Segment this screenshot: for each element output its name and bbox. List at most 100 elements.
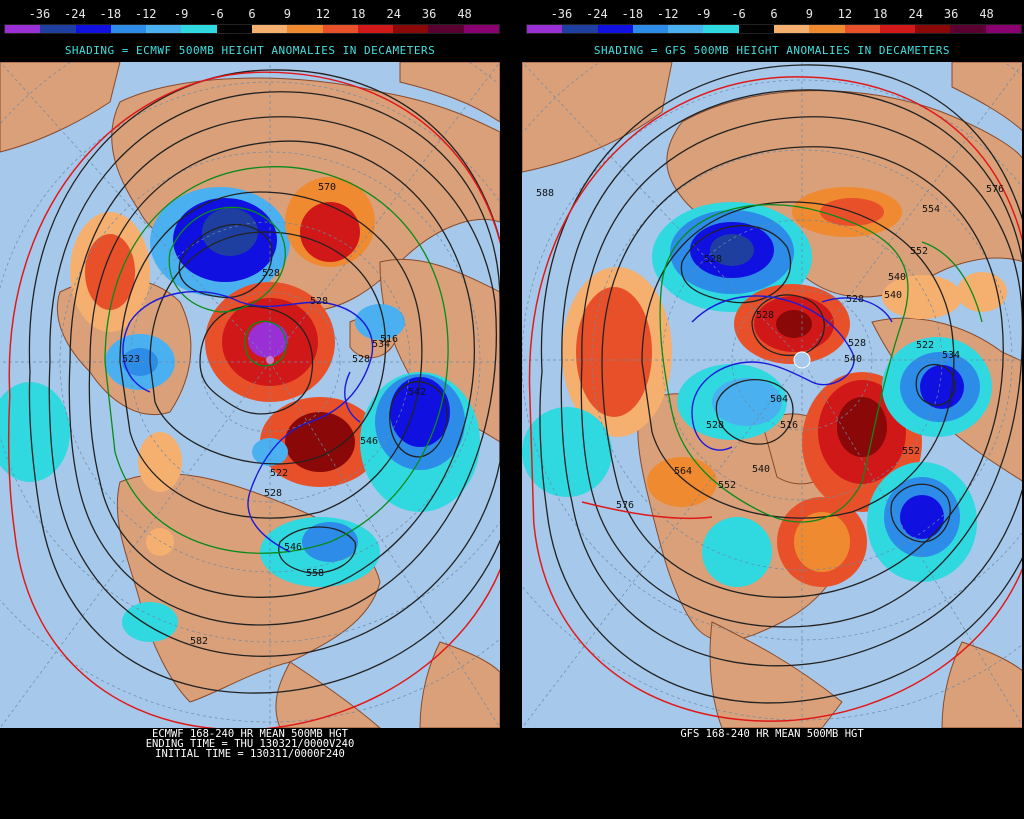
scale-swatch [773,25,810,33]
scale-label: -18 [99,7,122,21]
scale-swatch [632,25,669,33]
ecmwf-footer: ECMWF 168-240 HR MEAN 500MB HGT ENDING T… [0,728,500,760]
scale-swatch [950,25,986,33]
scale-label: -36 [550,7,573,21]
scale-swatch [463,25,499,33]
gfs-map: 588 576 554 552 540 540 528 528 528 522 528 504 516 5… [522,62,1022,728]
contour-label: 528 [704,254,722,265]
scale-swatch [915,25,951,33]
panel-divider [500,0,522,819]
contour-label: 534 [372,339,390,350]
footer-line: GFS 168-240 HR MEAN 500MB HGT [680,728,864,740]
contour-label: 570 [318,182,336,193]
scale-label: 6 [248,7,256,21]
anomaly-shading [522,187,1007,587]
scale-swatch [216,25,252,33]
contour-label: 523 [122,354,140,365]
contour-label: 528 [848,338,866,349]
contour-label: 564 [674,466,692,477]
footer-line: ECMWF 168-240 HR MEAN 500MB HGT [152,728,348,740]
footer-line: ENDING TIME = THU 130321/0000V240 [145,738,355,750]
contour-label: 540 [752,464,770,475]
scale-swatch [562,25,598,33]
scale-label: -12 [656,7,679,21]
contour-label: 516 [780,420,798,431]
scale-swatch [597,25,633,33]
scale-label: 48 [457,7,472,21]
contour-label: 516 [380,334,398,345]
scale-swatch [428,25,464,33]
scale-swatch [110,25,147,33]
scale-label: -36 [28,7,51,21]
gfs-map-svg: 588 576 554 552 540 540 528 528 528 522 528 504 516 5… [522,62,1022,728]
contour-label: 552 [910,246,928,257]
green-contours [659,204,983,523]
scale-label: 48 [979,7,994,21]
red-contours [7,71,500,728]
pole-marker [793,351,811,369]
scale-label: 36 [943,7,959,21]
ecmwf-map-svg: 570 528 528 528 516 546 522 528 546 558 523 582 534 5… [0,62,500,728]
scale-labels: -36 -24 -18 -12 -9 -6 6 9 12 18 24 36 48 [4,7,500,21]
scale-label: 12 [837,7,853,21]
scale-swatch [287,25,323,33]
scale-label: 36 [421,7,437,21]
contour-label: 522 [916,340,934,351]
contour-label: 534 [942,350,960,361]
scale-swatch [40,25,76,33]
blue-contours [122,290,374,553]
pole-marker [266,356,274,364]
anomaly-color-scale [526,24,1022,34]
contour-label: 528 [262,268,280,279]
scale-label: -6 [731,7,746,21]
contour-label: 582 [190,636,208,647]
scale-swatch [879,25,916,33]
scale-label: 24 [386,7,401,21]
scale-labels: -36 -24 -18 -12 -9 -6 6 9 12 18 24 36 48 [526,7,1022,21]
footer-line: INITIAL TIME = 130311/0000F240 [155,748,345,760]
scale-label: 6 [770,7,778,21]
contour-label: 552 [718,480,736,491]
contour-label: 554 [922,204,940,215]
scale-label: -24 [64,7,86,21]
scale-label: 18 [351,7,366,21]
contour-label: 528 [310,296,328,307]
contour-label: 542 [408,387,426,398]
scale-swatch [146,25,182,33]
scale-swatch [985,25,1021,33]
contour-label: 528 [756,310,774,321]
contour-labels: 570 528 528 528 516 546 522 528 546 558 523 582 534 5… [122,182,426,647]
scale-swatch [703,25,739,33]
contour-label: 546 [360,436,378,447]
scale-swatch [738,25,774,33]
scale-label: -18 [621,7,644,21]
contour-label: 546 [284,542,302,553]
green-contours [104,166,449,554]
scale-swatch [668,25,704,33]
shading-title: SHADING = ECMWF 500MB HEIGHT ANOMALIES I… [64,44,436,57]
scale-swatch [527,25,563,33]
scale-swatch [357,25,394,33]
contour-label: 522 [270,468,288,479]
blue-contours [691,295,893,451]
shading-title: SHADING = GFS 500MB HEIGHT ANOMALIES IN … [593,44,951,57]
contour-label: 540 [844,354,862,365]
scale-swatch [322,25,358,33]
scale-swatch [181,25,217,33]
scale-swatch [844,25,880,33]
contour-label: 552 [902,446,920,457]
contour-label: 540 [888,272,906,283]
scale-swatch [251,25,288,33]
contour-label: 528 [706,420,724,431]
contour-label: 576 [616,500,634,511]
height-contours [28,69,500,694]
contour-label: 528 [352,354,370,365]
contour-label: 504 [770,394,788,405]
scale-label: -9 [695,7,711,21]
height-contours [539,64,1022,704]
scale-label: 9 [283,7,292,21]
scale-label: 24 [908,7,923,21]
scale-label: -6 [209,7,224,21]
contour-label: 576 [986,184,1004,195]
contour-label: 558 [306,568,324,579]
